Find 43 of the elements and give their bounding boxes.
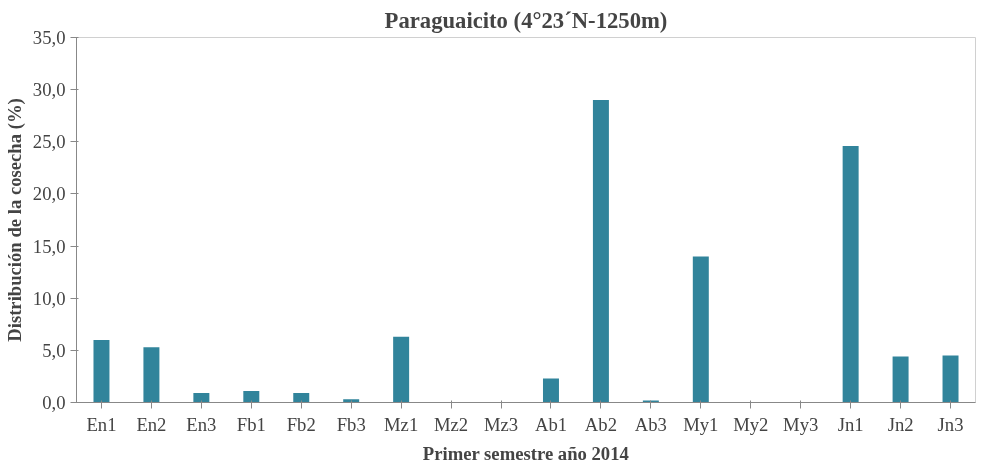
x-tick-label: En2 bbox=[136, 413, 167, 435]
bar bbox=[592, 100, 609, 403]
x-tick-label: Mz2 bbox=[433, 413, 469, 435]
bar bbox=[243, 391, 260, 403]
x-tick-label: Ab3 bbox=[634, 413, 667, 435]
x-tick-label: Ab2 bbox=[584, 413, 617, 435]
chart-title: Paraguaicito (4°23´N-1250m) bbox=[384, 7, 668, 33]
x-tick-label: Mz1 bbox=[384, 413, 419, 435]
x-tick-label: Fb1 bbox=[236, 413, 266, 435]
y-tick-label: 5,0 bbox=[42, 339, 66, 361]
bar bbox=[892, 356, 909, 403]
x-tick-label: Mz3 bbox=[483, 413, 519, 435]
bar bbox=[293, 393, 310, 403]
y-tick-label: 35,0 bbox=[32, 27, 66, 48]
bar bbox=[842, 145, 859, 403]
bar bbox=[143, 347, 160, 403]
x-axis-title: Primer semestre año 2014 bbox=[422, 442, 629, 464]
x-tick-label: My1 bbox=[683, 413, 719, 435]
x-tick-label: Fb3 bbox=[336, 413, 366, 435]
x-tick-label: Jn3 bbox=[937, 413, 964, 435]
bar bbox=[393, 336, 410, 403]
bar bbox=[343, 399, 360, 403]
x-tick-label: En1 bbox=[86, 413, 117, 435]
bar bbox=[692, 256, 709, 403]
bar bbox=[193, 393, 210, 403]
y-tick-label: 25,0 bbox=[32, 131, 66, 153]
bar bbox=[93, 339, 110, 403]
y-tick-label: 10,0 bbox=[32, 287, 66, 309]
y-tick-label: 15,0 bbox=[32, 235, 66, 257]
y-tick-label: 0,0 bbox=[42, 392, 66, 413]
x-tick-label: Ab1 bbox=[534, 413, 568, 435]
x-tick-label: Jn1 bbox=[837, 413, 864, 435]
bar bbox=[942, 355, 959, 403]
y-tick-label: 20,0 bbox=[32, 183, 66, 205]
x-tick-label: My3 bbox=[783, 413, 819, 435]
bar bbox=[642, 400, 659, 403]
bar bbox=[542, 378, 559, 403]
x-tick-label: Jn2 bbox=[887, 413, 914, 435]
x-tick-label: En3 bbox=[186, 413, 217, 435]
y-axis-title: Distribución de la cosecha (%) bbox=[3, 98, 26, 342]
x-tick-label: Fb2 bbox=[286, 413, 316, 435]
y-tick-label: 30,0 bbox=[32, 79, 66, 101]
x-tick-label: My2 bbox=[733, 413, 769, 435]
